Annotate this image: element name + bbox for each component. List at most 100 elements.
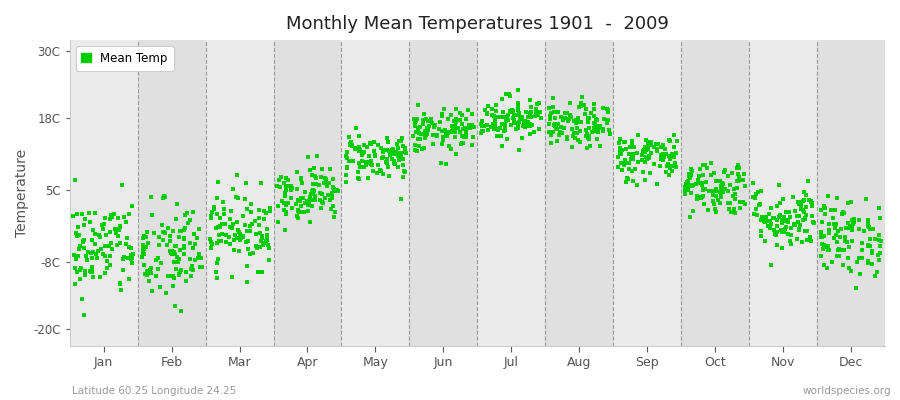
- Point: [366, 168, 381, 174]
- Point: [546, 122, 561, 128]
- Point: [618, 178, 633, 185]
- Point: [821, 243, 835, 250]
- Point: [109, 228, 123, 235]
- Point: [814, 206, 828, 213]
- Point: [305, 197, 320, 203]
- Point: [408, 119, 422, 125]
- Point: [72, 245, 86, 252]
- Point: [569, 120, 583, 126]
- Point: [581, 136, 596, 142]
- Point: [657, 154, 671, 160]
- Point: [654, 152, 669, 158]
- Point: [176, 236, 191, 242]
- Point: [580, 145, 594, 151]
- Point: [506, 108, 520, 114]
- Point: [243, 251, 257, 258]
- Point: [753, 200, 768, 207]
- Point: [466, 124, 481, 130]
- Point: [845, 238, 859, 244]
- Point: [499, 118, 513, 124]
- Point: [480, 110, 494, 116]
- Point: [860, 222, 875, 229]
- Point: [364, 161, 379, 167]
- Point: [449, 151, 464, 157]
- Point: [497, 114, 511, 120]
- Point: [224, 207, 238, 214]
- Point: [186, 245, 201, 251]
- Point: [391, 151, 405, 157]
- Point: [315, 190, 329, 197]
- Point: [690, 195, 705, 202]
- Point: [99, 232, 113, 238]
- Point: [238, 222, 252, 228]
- Point: [792, 213, 806, 219]
- Point: [498, 127, 512, 133]
- Point: [172, 272, 186, 279]
- Point: [544, 110, 559, 116]
- Point: [613, 150, 627, 157]
- Point: [297, 200, 311, 206]
- Point: [249, 245, 264, 252]
- Point: [308, 193, 322, 200]
- Point: [796, 208, 811, 215]
- Point: [788, 208, 802, 214]
- Point: [68, 230, 83, 236]
- Point: [165, 273, 179, 280]
- Point: [140, 267, 154, 274]
- Point: [520, 114, 535, 120]
- Point: [309, 181, 323, 188]
- Point: [464, 142, 479, 148]
- Point: [137, 251, 151, 258]
- Point: [68, 265, 83, 272]
- Point: [656, 142, 670, 148]
- Point: [171, 256, 185, 263]
- Point: [799, 204, 814, 210]
- Point: [454, 120, 469, 127]
- Point: [394, 149, 409, 156]
- Point: [590, 116, 604, 123]
- Point: [433, 119, 447, 125]
- Point: [521, 119, 535, 125]
- Point: [298, 200, 312, 206]
- Point: [408, 147, 422, 154]
- Point: [723, 200, 737, 206]
- Point: [474, 130, 489, 137]
- Point: [738, 182, 752, 189]
- Point: [565, 132, 580, 139]
- Point: [399, 150, 413, 157]
- Point: [567, 118, 581, 124]
- Point: [513, 115, 527, 122]
- Point: [410, 129, 424, 136]
- Point: [304, 172, 319, 178]
- Point: [665, 162, 680, 169]
- Point: [310, 153, 325, 160]
- Point: [309, 175, 323, 182]
- Point: [714, 184, 728, 190]
- Point: [683, 182, 698, 188]
- Point: [108, 226, 122, 232]
- Point: [512, 118, 526, 125]
- Point: [355, 158, 369, 164]
- Point: [580, 118, 595, 125]
- Point: [841, 255, 855, 262]
- Point: [398, 148, 412, 155]
- Point: [528, 109, 543, 115]
- Point: [764, 204, 778, 211]
- Point: [418, 132, 433, 138]
- Point: [590, 123, 605, 129]
- Point: [662, 172, 676, 178]
- Point: [500, 114, 514, 120]
- Point: [414, 146, 428, 152]
- Point: [626, 155, 640, 161]
- Point: [814, 230, 829, 237]
- Point: [686, 208, 700, 214]
- Point: [661, 160, 675, 167]
- Point: [353, 147, 367, 153]
- Point: [698, 162, 712, 168]
- Bar: [749, 40, 817, 346]
- Point: [69, 211, 84, 217]
- Point: [509, 126, 524, 132]
- Point: [68, 256, 83, 262]
- Point: [395, 174, 410, 180]
- Point: [213, 237, 228, 244]
